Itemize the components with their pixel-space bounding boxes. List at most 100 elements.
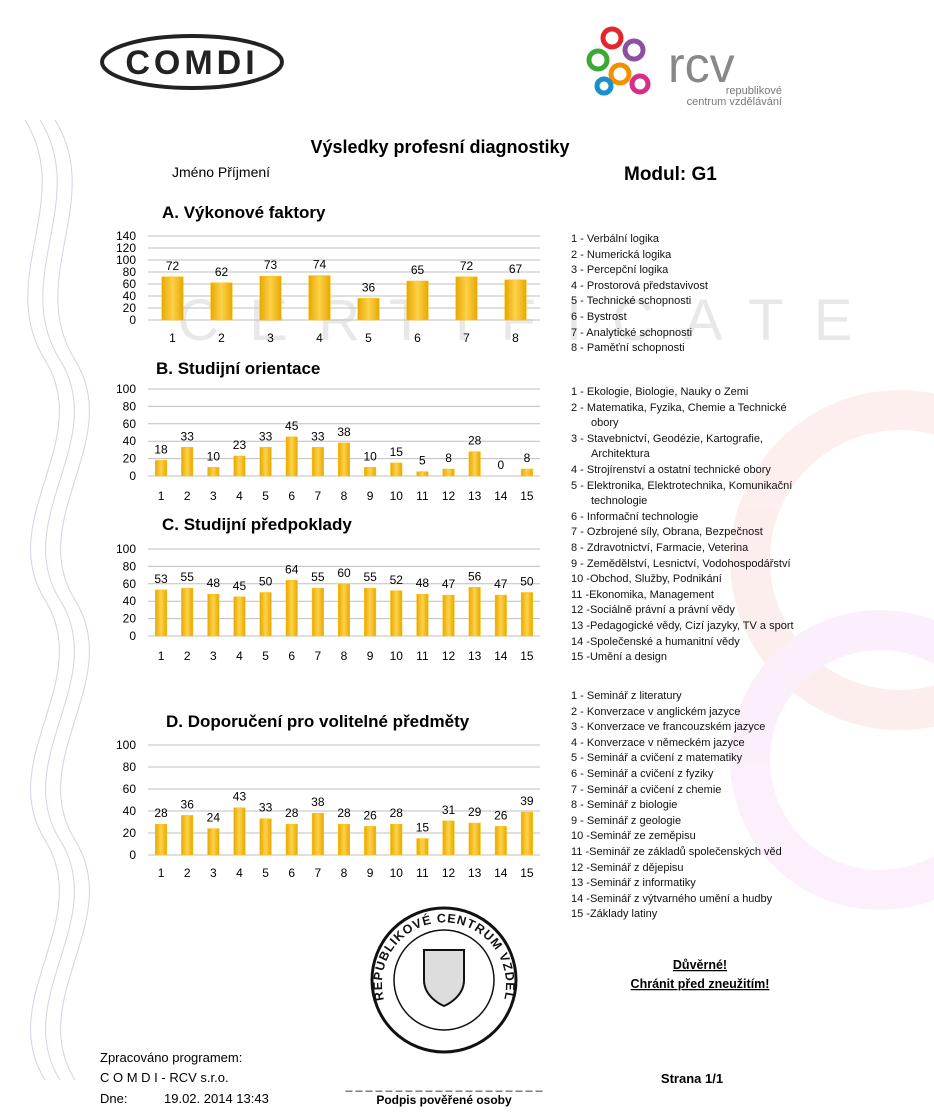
value-label: 64 [285,562,299,576]
value-label: 55 [363,570,377,584]
x-tick-label: 5 [262,649,269,663]
bar [181,587,194,637]
legend-item: 14 -Seminář z výtvarného umění a hudby [571,892,773,905]
value-label: 43 [233,790,247,804]
y-tick-label: 40 [123,289,137,303]
x-tick-label: 6 [288,649,295,663]
bar [161,276,184,321]
legend-item: 11 -Seminář ze základů společenských věd [571,845,782,858]
rcv-logo: rcv [668,37,735,93]
y-tick-label: 20 [123,452,137,466]
x-tick-label: 6 [288,866,295,880]
value-label: 23 [233,438,247,452]
bar [494,826,507,856]
legend-item: 6 - Seminář a cvičení z fyziky [571,767,714,780]
value-label: 50 [520,575,534,589]
x-tick-label: 9 [367,489,374,503]
x-tick-label: 7 [315,649,322,663]
value-label: 26 [363,808,377,822]
x-tick-label: 10 [390,649,404,663]
legend-item: 8 - Zdravotnictví, Farmacie, Veterina [571,541,749,554]
bar [308,275,331,321]
bar [155,589,168,637]
y-tick-label: 120 [116,241,136,255]
legend-item: 2 - Numerická logika [571,248,672,261]
x-tick-label: 5 [262,489,269,503]
legend-item: 6 - Informační technologie [571,510,699,523]
value-label: 38 [311,795,325,809]
legend-item: 4 - Strojírenství a ostatní technické ob… [571,463,771,476]
value-label: 62 [215,265,229,279]
legend-item: 5 - Seminář a cvičení z matematiky [571,752,743,765]
rcv-logo-mark [586,26,651,96]
x-tick-label: 8 [341,866,348,880]
bar [285,436,298,477]
legend-item: 12 -Sociálně právní a právní vědy [571,604,735,617]
rcv-subtitle: republikové [726,85,782,97]
legend-item: 13 -Seminář z informatiky [571,877,696,890]
legend-item: 2 - Matematika, Fyzika, Chemie a Technic… [571,401,787,430]
bar [233,807,246,856]
x-tick-label: 4 [316,331,323,345]
x-tick-label: 11 [416,489,429,503]
x-tick-label: 1 [158,489,165,503]
bar [364,467,377,477]
value-label: 50 [259,575,273,589]
bar [504,279,527,321]
value-label: 28 [468,434,482,448]
bar [442,594,455,637]
legend-item: 6 - Bystrost [571,310,627,323]
legend-item: 8 - Seminář z biologie [571,799,678,812]
legend-item: 13 -Pedagogické vědy, Cizí jazyky, TV a … [571,619,794,632]
footer-text: Dne: [100,1091,127,1106]
bar [210,282,233,321]
value-label: 28 [154,806,168,820]
x-tick-label: 10 [390,866,404,880]
bar [406,280,429,321]
x-tick-label: 2 [184,649,191,663]
signature-label: Podpis pověřené osoby [376,1093,512,1107]
legend-item: 9 - Seminář z geologie [571,814,682,827]
y-tick-label: 100 [116,253,136,267]
footer-text: C O M D I - RCV s.r.o. [100,1070,229,1085]
x-tick-label: 7 [315,489,322,503]
x-tick-label: 6 [288,489,295,503]
x-tick-label: 4 [236,489,243,503]
value-label: 38 [337,425,351,439]
x-tick-label: 8 [512,331,519,345]
bar [390,590,403,637]
bar [442,820,455,856]
rcv-subtitle: centrum vzdělávání [687,96,782,108]
legend-item: 4 - Konverzace v německém jazyce [571,736,745,749]
value-label: 15 [416,821,430,835]
legend-item: 5 - Technické schopnosti [571,295,692,308]
legend-item: 10 -Seminář ze zeměpisu [571,830,696,843]
bar [259,592,272,637]
x-tick-label: 15 [520,866,534,880]
bar [233,596,246,637]
bar [416,471,429,477]
page-number: Strana 1/1 [661,1071,723,1086]
chart-title: D. Doporučení pro volitelné předměty [166,712,470,731]
bar [311,587,324,637]
value-label: 28 [285,806,299,820]
bar [207,828,220,856]
header-band [0,0,934,118]
y-tick-label: 0 [129,469,136,483]
bar [442,468,455,477]
right-decoration [730,390,934,910]
legend-item: 3 - Konverzace ve francouzském jazyce [571,721,766,734]
value-label: 47 [494,577,508,591]
bar [390,462,403,477]
bar [468,822,481,856]
bar [468,451,481,477]
x-tick-label: 3 [210,649,217,663]
bar [357,298,380,321]
y-tick-label: 80 [123,399,137,413]
bar [155,460,168,477]
x-tick-label: 10 [390,489,404,503]
value-label: 33 [181,429,195,443]
x-tick-label: 2 [218,331,225,345]
legend-item: 1 - Verbální logika [571,233,660,245]
value-label: 74 [313,258,327,272]
